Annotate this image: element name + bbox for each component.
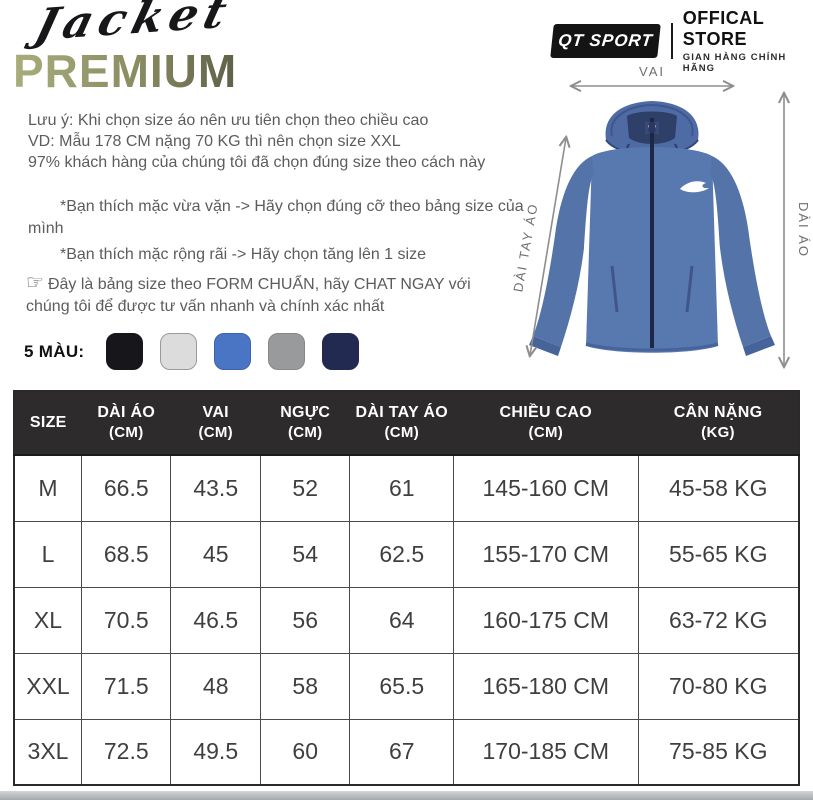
value-cell: 54 <box>259 520 351 588</box>
size-cell-M: M <box>13 454 82 522</box>
value-cell: 52 <box>259 454 351 522</box>
fit-advice: *Bạn thích mặc vừa vặn -> Hãy chọn đúng … <box>28 196 533 270</box>
jacket-illustration <box>529 101 775 356</box>
color-swatch-white <box>160 333 198 370</box>
value-cell: 70-80 KG <box>637 652 800 720</box>
value-cell: 70.5 <box>80 586 172 654</box>
color-swatch-navy <box>322 333 360 370</box>
sleeve-measure-label: DÀI TAY ÁO <box>510 201 540 293</box>
size-table-header: SIZE DÀI ÁO (CM) VAI (CM) NGỰC (CM) DÀI TAY ÁO(… <box>14 391 799 455</box>
size-cell-XL: XL <box>13 586 82 654</box>
jacket-measurement-diagram: VAI DÀI ÁO DÀI TAY ÁO <box>500 56 813 382</box>
brand-block: QT SPORT OFFICAL STORE GIAN HÀNG CHÍNH H… <box>550 8 813 74</box>
value-cell: 43.5 <box>170 454 261 522</box>
column-header-2: VAI (CM) <box>170 391 261 455</box>
note-line-2: VD: Mẫu 178 CM nặng 70 KG thì nên chọn s… <box>28 133 401 150</box>
table-row-M: M 66.5 43.5 52 61 145-160 CM 45-58 KG <box>13 454 800 522</box>
color-count-label: 5 MÀU: <box>24 341 85 361</box>
chest-logo-swoosh <box>680 181 709 193</box>
chat-advice-text: Đây là bảng size theo FORM CHUẨN, hãy CH… <box>26 276 471 315</box>
shoulder-measure-label: VAI <box>639 64 665 79</box>
sizing-notes: Lưu ý: Khi chọn size áo nên ưu tiên chọn… <box>28 110 528 173</box>
size-cell-L: L <box>13 520 82 588</box>
premium-title: PREMIUM <box>13 45 238 97</box>
column-header-0: SIZE <box>14 391 82 455</box>
chat-advice: ☞ Đây là bảng size theo FORM CHUẨN, hãy C… <box>26 272 518 318</box>
table-row-XL: XL 70.5 46.5 56 64 160-175 CM 63-72 KG <box>13 586 800 654</box>
column-header-1: DÀI ÁO (CM) <box>81 391 171 455</box>
value-cell: 72.5 <box>80 718 172 786</box>
brand-text: OFFICAL STORE GIAN HÀNG CHÍNH HÃNG <box>683 8 813 74</box>
value-cell: 165-180 CM <box>453 652 639 720</box>
value-cell: 170-185 CM <box>453 718 639 786</box>
value-cell: 66.5 <box>80 454 172 522</box>
table-row-3XL: 3XL 72.5 49.5 60 67 170-185 CM 75-85 KG <box>13 718 800 786</box>
value-cell: 62.5 <box>349 520 455 588</box>
color-swatch-black <box>106 333 144 370</box>
value-cell: 65.5 <box>349 652 455 720</box>
note-line-3: 97% khách hàng của chúng tôi đã chọn đún… <box>28 154 486 171</box>
column-header-4: DÀI TAY ÁO (CM) <box>349 391 454 455</box>
value-cell: 64 <box>349 586 455 654</box>
value-cell: 45-58 KG <box>637 454 800 522</box>
value-cell: 55-65 KG <box>637 520 800 588</box>
qt-sport-logo: QT SPORT <box>550 24 661 58</box>
pointing-hand-icon: ☞ <box>26 272 44 294</box>
brand-divider <box>671 23 673 59</box>
value-cell: 45 <box>170 520 261 588</box>
bottom-divider-bar <box>0 791 813 800</box>
value-cell: 48 <box>170 652 261 720</box>
value-cell: 63-72 KG <box>637 586 800 654</box>
value-cell: 67 <box>349 718 455 786</box>
column-header-3: NGỰC (CM) <box>260 391 350 455</box>
fit-advice-bullet-1: *Bạn thích mặc vừa vặn -> Hãy chọn đúng … <box>28 198 524 237</box>
note-line-1: Lưu ý: Khi chọn size áo nên ưu tiên chọn… <box>28 112 429 129</box>
value-cell: 58 <box>259 652 351 720</box>
store-subtitle: GIAN HÀNG CHÍNH HÃNG <box>682 52 787 74</box>
value-cell: 61 <box>349 454 455 522</box>
fit-advice-bullet-2: *Bạn thích mặc rộng rãi -> Hãy chọn tăng… <box>60 246 426 263</box>
color-swatch-gray <box>268 333 306 370</box>
value-cell: 46.5 <box>170 586 261 654</box>
color-swatch-blue <box>214 333 252 370</box>
value-cell: 68.5 <box>80 520 172 588</box>
value-cell: 160-175 CM <box>453 586 639 654</box>
size-cell-3XL: 3XL <box>13 718 82 786</box>
value-cell: 49.5 <box>170 718 261 786</box>
length-measure-label: DÀI ÁO <box>796 202 811 258</box>
table-row-L: L 68.5 45 54 62.5 155-170 CM 55-65 KG <box>13 520 800 588</box>
value-cell: 75-85 KG <box>637 718 800 786</box>
column-header-6: CÂN NẶNG (KG) <box>638 391 799 455</box>
value-cell: 56 <box>259 586 351 654</box>
color-options-row: 5 MÀU: <box>24 333 376 370</box>
color-swatches <box>106 333 376 370</box>
official-store-label: OFFICAL STORE <box>682 8 764 49</box>
table-row-XXL: XXL 71.5 48 58 65.5 165-180 CM 70-80 KG <box>13 652 800 720</box>
size-table: SIZE DÀI ÁO (CM) VAI (CM) NGỰC (CM) DÀI TAY ÁO(… <box>13 390 800 786</box>
value-cell: 60 <box>259 718 351 786</box>
value-cell: 155-170 CM <box>453 520 639 588</box>
column-header-5: CHIỀU CAO (CM) <box>453 391 639 455</box>
value-cell: 71.5 <box>80 652 172 720</box>
size-cell-XXL: XXL <box>13 652 82 720</box>
value-cell: 145-160 CM <box>453 454 639 522</box>
